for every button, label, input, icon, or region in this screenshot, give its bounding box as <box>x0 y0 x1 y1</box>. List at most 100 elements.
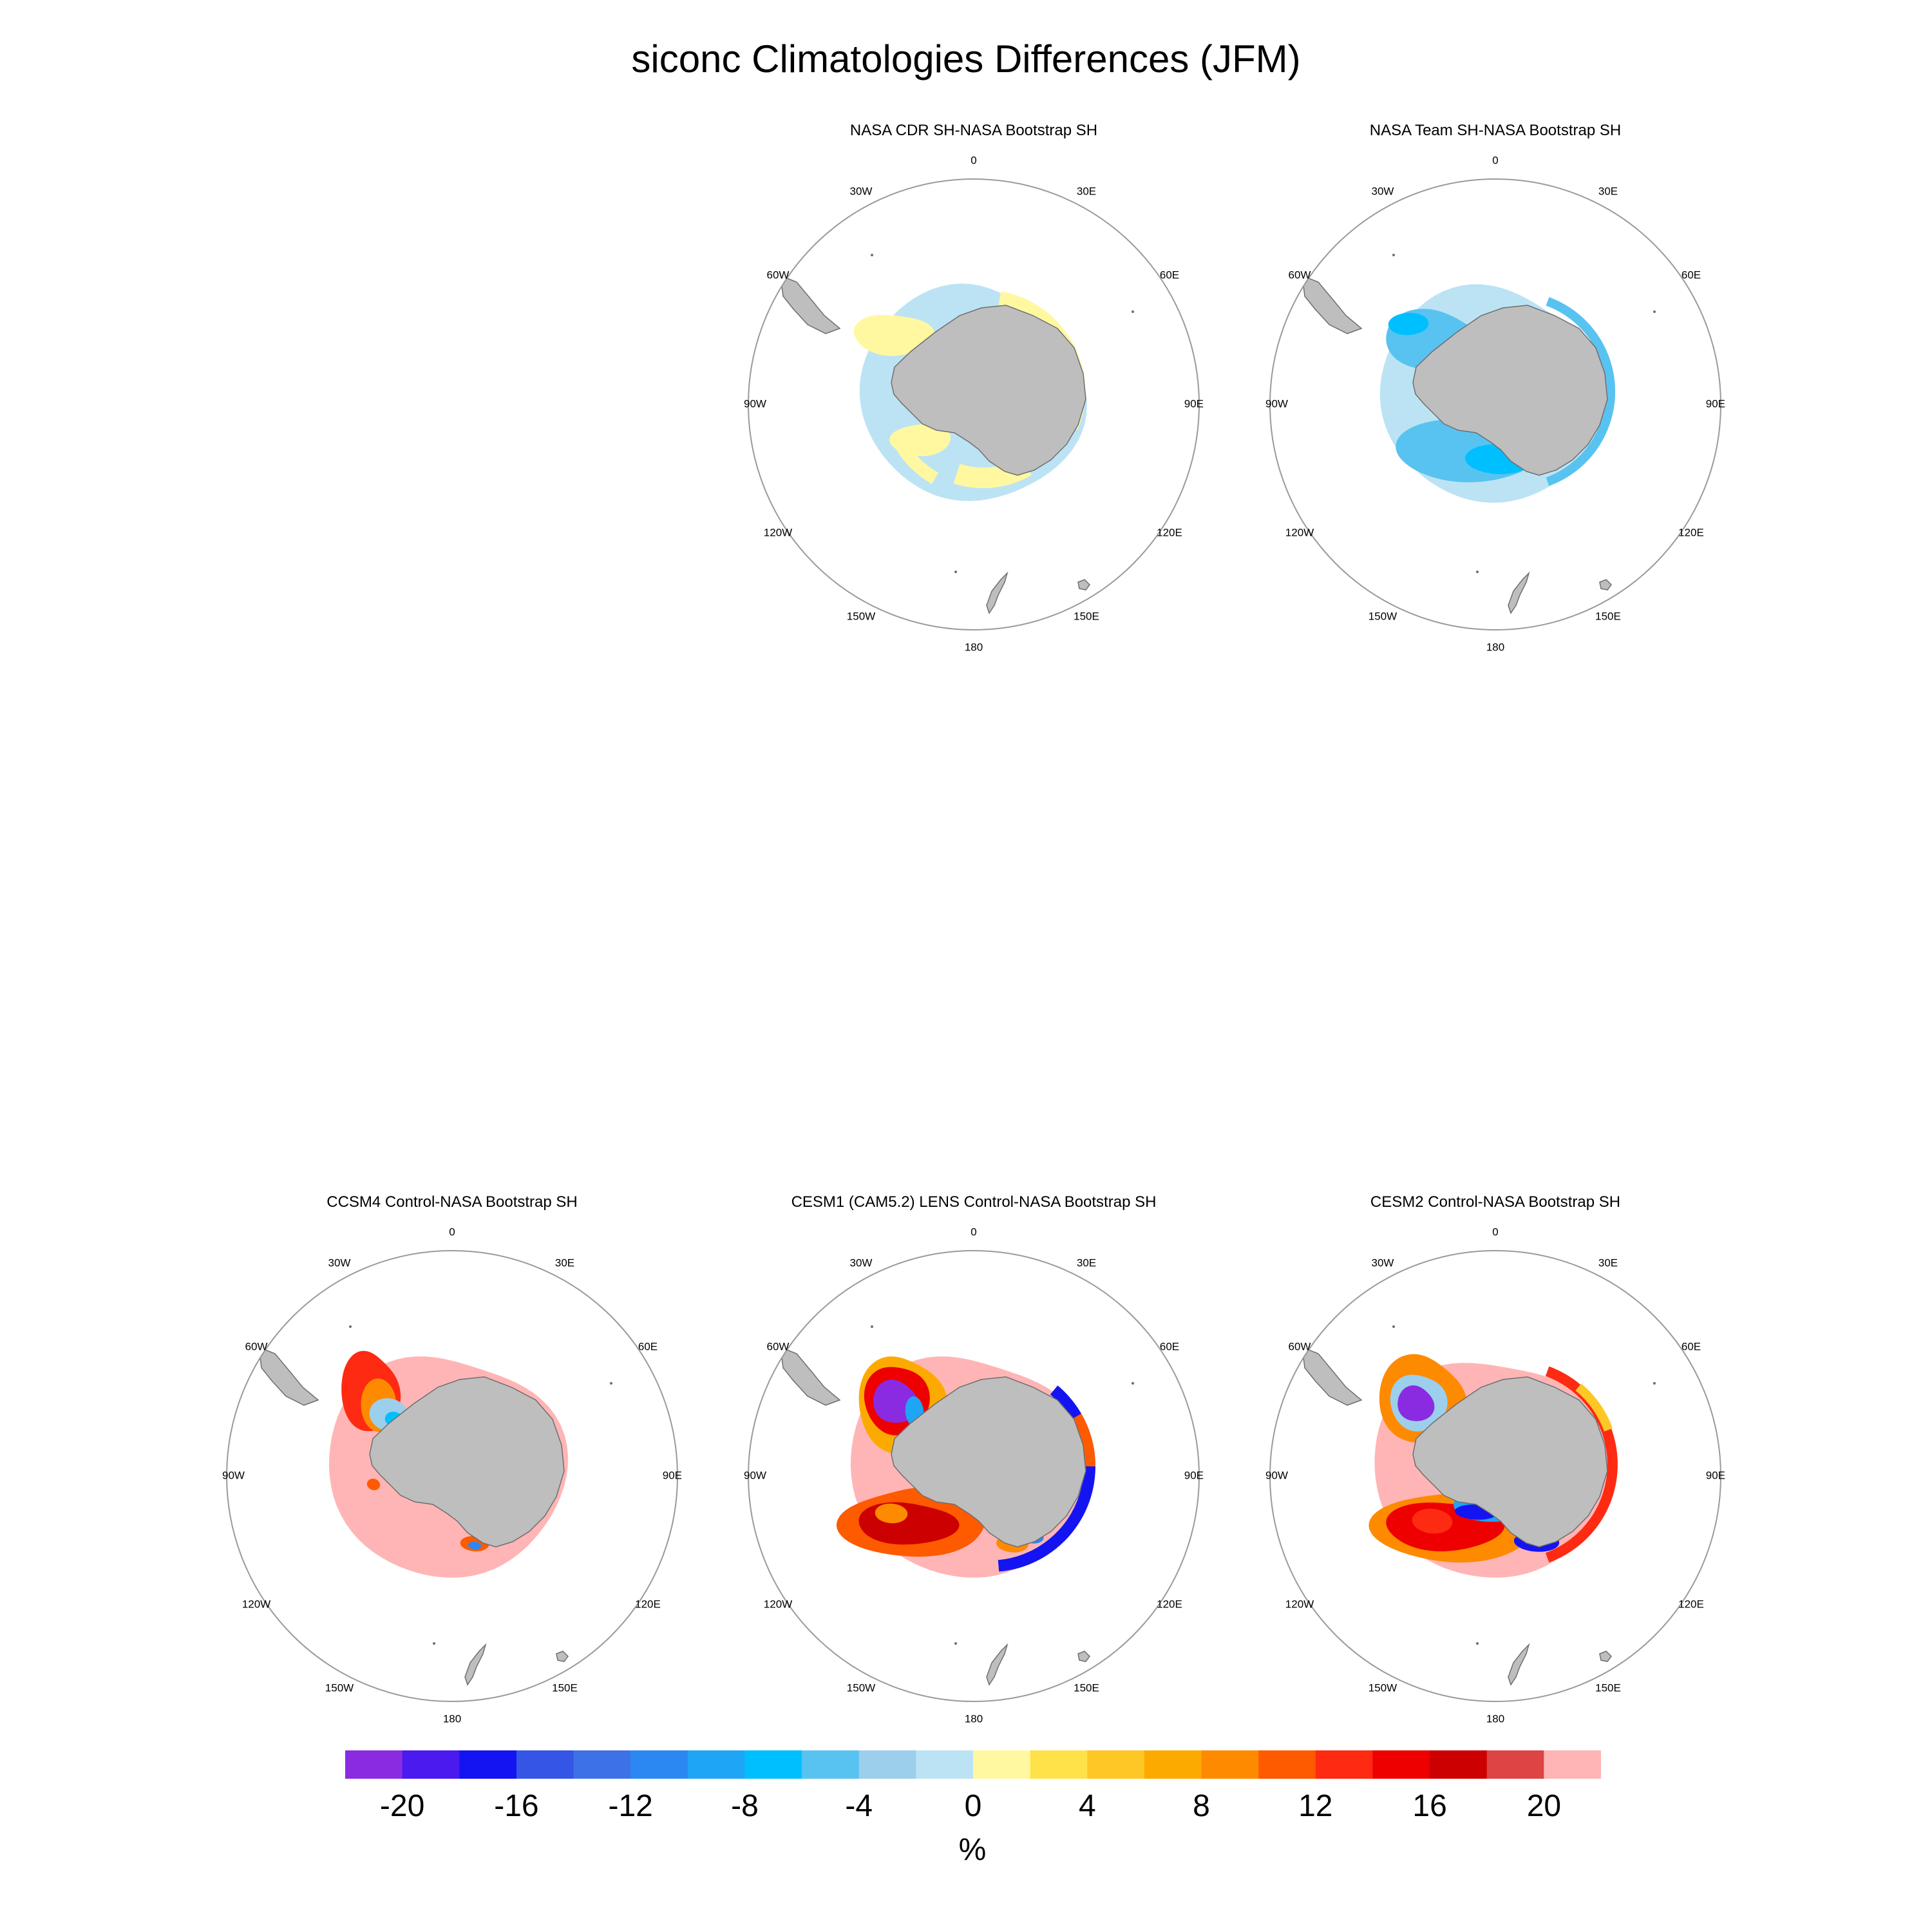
longitude-label: 60W <box>1289 269 1311 281</box>
longitude-label: 150E <box>1074 610 1099 622</box>
longitude-label: 60W <box>245 1340 268 1352</box>
new-zealand-landmass <box>1508 571 1530 614</box>
colorbar-swatch <box>1486 1750 1544 1779</box>
colorbar-swatch <box>858 1750 916 1779</box>
colorbar-swatch <box>687 1750 746 1779</box>
longitude-label: 30W <box>850 185 873 197</box>
antarctica-landmass <box>1412 305 1608 476</box>
longitude-label: 150W <box>847 1681 875 1694</box>
longitude-label: 150E <box>1595 610 1621 622</box>
island-marker <box>1653 1382 1656 1385</box>
map-panel-cesm2: CESM2 Control-NASA Bootstrap SH 0 30E 60E 9… <box>1264 1193 1727 1725</box>
colorbar-swatch <box>802 1750 860 1779</box>
longitude-label: 120E <box>1157 526 1182 538</box>
antarctica-landmass <box>891 305 1086 476</box>
island-marker <box>954 571 957 573</box>
antarctica-landmass <box>369 1376 565 1548</box>
colorbar-swatch <box>1544 1750 1601 1779</box>
longitude-label: 180 <box>1486 1712 1504 1725</box>
longitude-label: 60E <box>1160 269 1179 281</box>
longitude-label: 30W <box>1372 185 1394 197</box>
longitude-label: 30W <box>328 1256 351 1269</box>
colorbar-tick-label: 8 <box>1193 1789 1210 1823</box>
new-zealand-landmass <box>986 1643 1009 1686</box>
longitude-label: 90E <box>1706 1469 1725 1481</box>
colorbar-tick-label: 16 <box>1412 1789 1446 1823</box>
colorbar-swatch <box>1087 1750 1145 1779</box>
colorbar-tick-label: 20 <box>1527 1789 1561 1823</box>
colorbar-tick-label: 0 <box>965 1789 982 1823</box>
map-boundary-circle <box>226 1250 678 1702</box>
colorbar-tick-label: 4 <box>1079 1789 1096 1823</box>
longitude-label: 90W <box>744 1469 766 1481</box>
island-marker <box>1132 1382 1134 1385</box>
colorbar-swatch <box>402 1750 460 1779</box>
longitude-label: 30E <box>555 1256 574 1269</box>
longitude-label: 0 <box>971 154 976 166</box>
island-marker <box>1132 310 1134 313</box>
longitude-label: 0 <box>1492 154 1498 166</box>
panel-title: CESM2 Control-NASA Bootstrap SH <box>1370 1193 1621 1211</box>
island-marker <box>871 254 873 256</box>
longitude-label: 90W <box>1265 397 1288 410</box>
map-boundary-circle <box>1269 1250 1721 1702</box>
island-marker <box>871 1325 873 1328</box>
tasmania-landmass <box>1599 579 1612 591</box>
colorbar-tick-label: -20 <box>380 1789 424 1823</box>
island-marker <box>1392 254 1395 256</box>
polar-map: 0 30E 60E 90E 120E 150E 180 150W 120W 90W 60W 30W <box>222 1226 682 1725</box>
longitude-label: 120W <box>764 526 792 538</box>
colorbar-swatch <box>1201 1750 1259 1779</box>
longitude-label: 120E <box>635 1598 661 1610</box>
longitude-label: 60E <box>1160 1340 1179 1352</box>
new-zealand-landmass <box>464 1643 487 1686</box>
panel-title: CESM1 (CAM5.2) LENS Control-NASA Bootstr… <box>791 1193 1157 1211</box>
island-marker <box>954 1642 957 1645</box>
colorbar-swatch <box>1258 1750 1316 1779</box>
longitude-label: 0 <box>1492 1226 1498 1238</box>
island-marker <box>433 1642 435 1645</box>
colorbar-swatch <box>1372 1750 1430 1779</box>
polar-map: 0 30E 60E 90E 120E 150E 180 150W 120W 90W 60W 30W <box>744 154 1204 653</box>
island-marker <box>1653 310 1656 313</box>
sea-ice-field <box>780 1325 1134 1686</box>
map-boundary-circle <box>748 1250 1200 1702</box>
map-panel-nasa-team: NASA Team SH-NASA Bootstrap SH 0 30E 60E 90… <box>1264 121 1727 653</box>
colorbar-swatch <box>516 1750 574 1779</box>
south-america-landmass <box>780 274 841 334</box>
longitude-label: 180 <box>965 1712 983 1725</box>
map-panel-cesm1: CESM1 (CAM5.2) LENS Control-NASA Bootstr… <box>742 1193 1206 1725</box>
island-marker <box>349 1325 352 1328</box>
longitude-label: 150W <box>1368 1681 1397 1694</box>
tasmania-landmass <box>1599 1651 1612 1662</box>
island-marker <box>610 1382 612 1385</box>
colorbar-swatch <box>345 1750 403 1779</box>
tasmania-landmass <box>1077 579 1090 591</box>
longitude-label: 180 <box>1486 641 1504 653</box>
panel-title: NASA CDR SH-NASA Bootstrap SH <box>849 122 1098 139</box>
figure-title: siconc Climatologies Differences (JFM) <box>631 37 1301 80</box>
island-marker <box>1476 571 1479 573</box>
colorbar-swatch <box>459 1750 517 1779</box>
longitude-label: 90E <box>1184 397 1204 410</box>
longitude-label: 120E <box>1678 1598 1704 1610</box>
colorbar-swatch <box>744 1750 802 1779</box>
longitude-label: 60E <box>1681 269 1701 281</box>
tasmania-landmass <box>556 1651 569 1662</box>
longitude-label: 30E <box>1598 1256 1618 1269</box>
south-america-landmass <box>258 1346 319 1406</box>
new-zealand-landmass <box>1508 1643 1530 1686</box>
longitude-label: 150W <box>1368 610 1397 622</box>
island-marker <box>1476 1642 1479 1645</box>
colorbar-swatch <box>1030 1750 1088 1779</box>
polar-map: 0 30E 60E 90E 120E 150E 180 150W 120W 90W 60W 30W <box>1265 1226 1725 1725</box>
longitude-label: 30W <box>850 1256 873 1269</box>
colorbar-swatch <box>630 1750 688 1779</box>
colorbar-tick-label: -4 <box>845 1789 873 1823</box>
colorbar: -20 -16 -12 -8 -4 0 4 8 12 16 20 <box>345 1750 1601 1823</box>
new-zealand-landmass <box>986 571 1009 614</box>
longitude-label: 90E <box>1706 397 1725 410</box>
longitude-label: 120W <box>242 1598 270 1610</box>
longitude-label: 180 <box>443 1712 461 1725</box>
longitude-label: 0 <box>449 1226 455 1238</box>
